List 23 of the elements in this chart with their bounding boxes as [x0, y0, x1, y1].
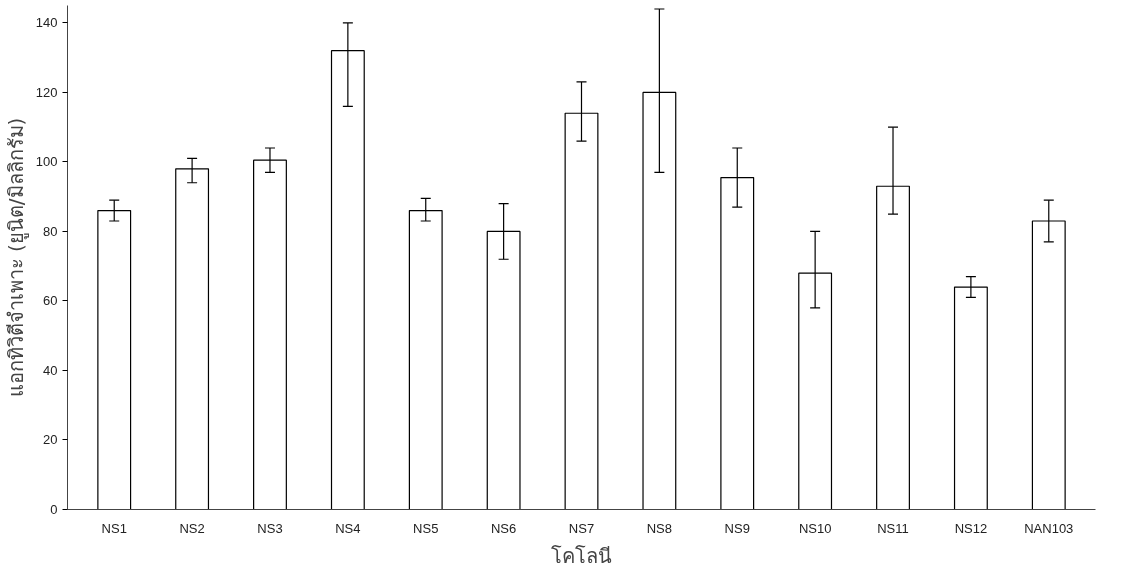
y-tick-label: 40 [43, 362, 58, 378]
y-tick-label: 120 [35, 84, 58, 100]
x-tick-label: NS10 [798, 520, 832, 536]
y-tick-label: 0 [50, 502, 58, 517]
x-tick-label: NS12 [954, 520, 988, 536]
x-tick-label: NS5 [413, 520, 439, 536]
x-tick-label: NS8 [646, 520, 673, 536]
y-tick-label: 20 [43, 432, 58, 448]
x-tick-label: NS9 [724, 520, 750, 536]
x-tick-label: NS1 [101, 520, 127, 536]
x-tick-label: NS6 [490, 520, 517, 536]
x-tick-label: NS11 [877, 520, 909, 536]
y-axis-title: แอกทิวิตีจำเพาะ (ยูนิต/มิลลิกรัม) [3, 117, 29, 398]
y-tick-label: 80 [43, 223, 58, 239]
x-tick-label: NS4 [335, 520, 361, 536]
x-tick-label: NS2 [179, 520, 205, 536]
y-tick-label: 60 [43, 293, 58, 309]
y-tick-label: 140 [35, 15, 58, 31]
x-tick-label: NAN103 [1024, 520, 1074, 536]
x-axis-title: โคโลนี [551, 543, 612, 568]
x-tick-label: NS7 [568, 520, 595, 536]
x-tick-label: NS3 [257, 520, 283, 536]
y-tick-label: 100 [35, 154, 58, 170]
